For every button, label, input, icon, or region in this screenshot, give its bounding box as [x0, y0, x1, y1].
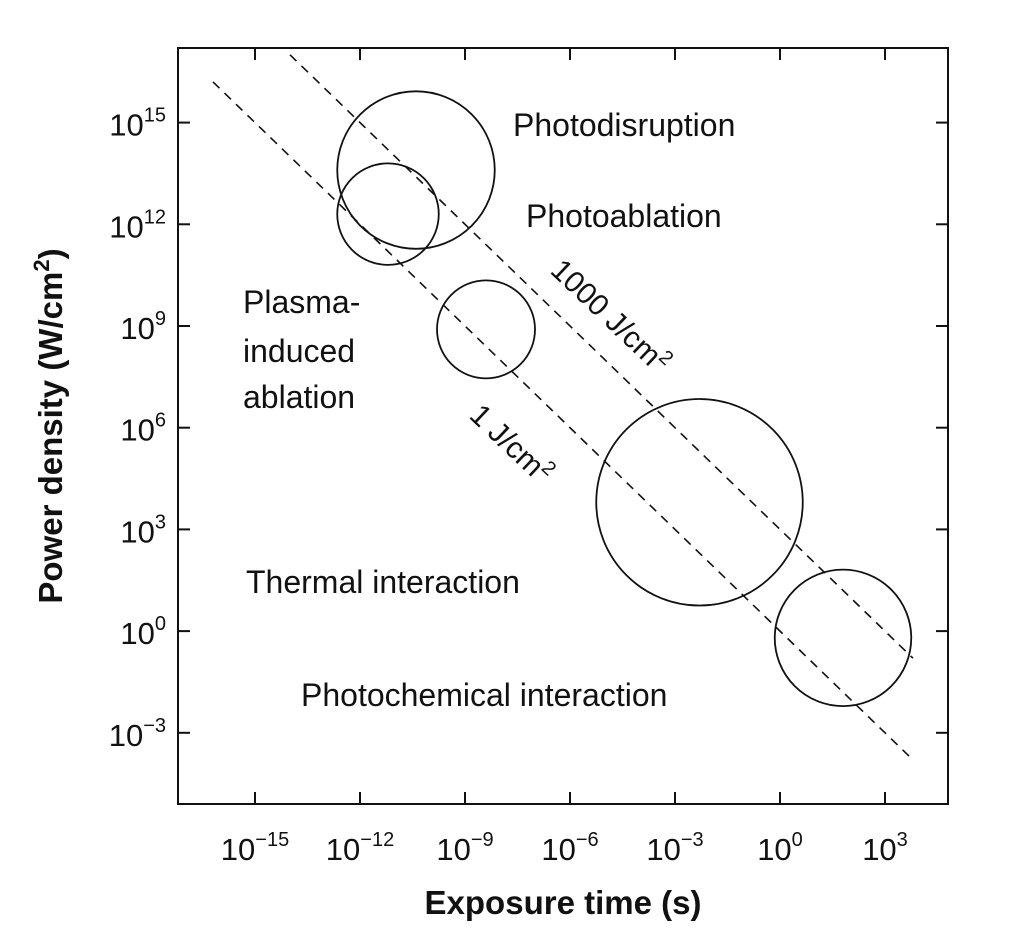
label-plasma-line2: induced	[243, 333, 355, 369]
x-tick-label: 100	[757, 829, 803, 867]
y-tick-label: 1015	[109, 105, 166, 143]
fluence-lines	[212, 54, 914, 761]
y-tick-label: 109	[120, 308, 166, 346]
x-tick-label: 10−9	[436, 829, 493, 867]
label-plasma-line3: ablation	[243, 379, 355, 415]
label-photoablation: Photoablation	[526, 198, 722, 234]
interaction-regions	[336, 90, 913, 708]
y-tick-label: 1012	[109, 206, 166, 244]
label-fluence-1: 1 J/cm2	[463, 396, 560, 491]
fluence-line	[212, 81, 914, 761]
region-circle	[436, 279, 536, 380]
label-photodisruption: Photodisruption	[513, 107, 735, 143]
fluence-line	[289, 54, 914, 659]
x-axis-title: Exposure time (s)	[425, 884, 702, 921]
x-tick-label: 10−12	[326, 829, 394, 867]
region-circle	[773, 568, 913, 708]
y-tick-label: 100	[120, 613, 166, 651]
region-circle	[336, 162, 440, 266]
x-tick-label: 10−3	[646, 829, 703, 867]
region-circle	[336, 90, 496, 250]
y-tick-label: 103	[120, 511, 166, 549]
region-circle	[595, 398, 804, 607]
y-tick-label: 10−3	[109, 715, 166, 753]
label-plasma-line1: Plasma-	[243, 284, 360, 320]
x-tick-label: 103	[862, 829, 908, 867]
x-axis: 10−15 10−12 10−9 10−6 10−3 100 103	[221, 48, 908, 867]
y-axis: 1015 1012 109 106 103 100 10−3	[109, 105, 948, 753]
label-fluence-1000: 1000 J/cm2	[544, 251, 677, 380]
y-tick-label: 106	[120, 410, 166, 448]
plot-frame	[177, 47, 949, 805]
y-axis-title: Power density (W/cm2)	[29, 248, 69, 603]
x-tick-label: 10−15	[221, 829, 289, 867]
label-photochemical: Photochemical interaction	[301, 677, 667, 713]
label-thermal: Thermal interaction	[246, 564, 520, 600]
x-tick-label: 10−6	[541, 829, 598, 867]
